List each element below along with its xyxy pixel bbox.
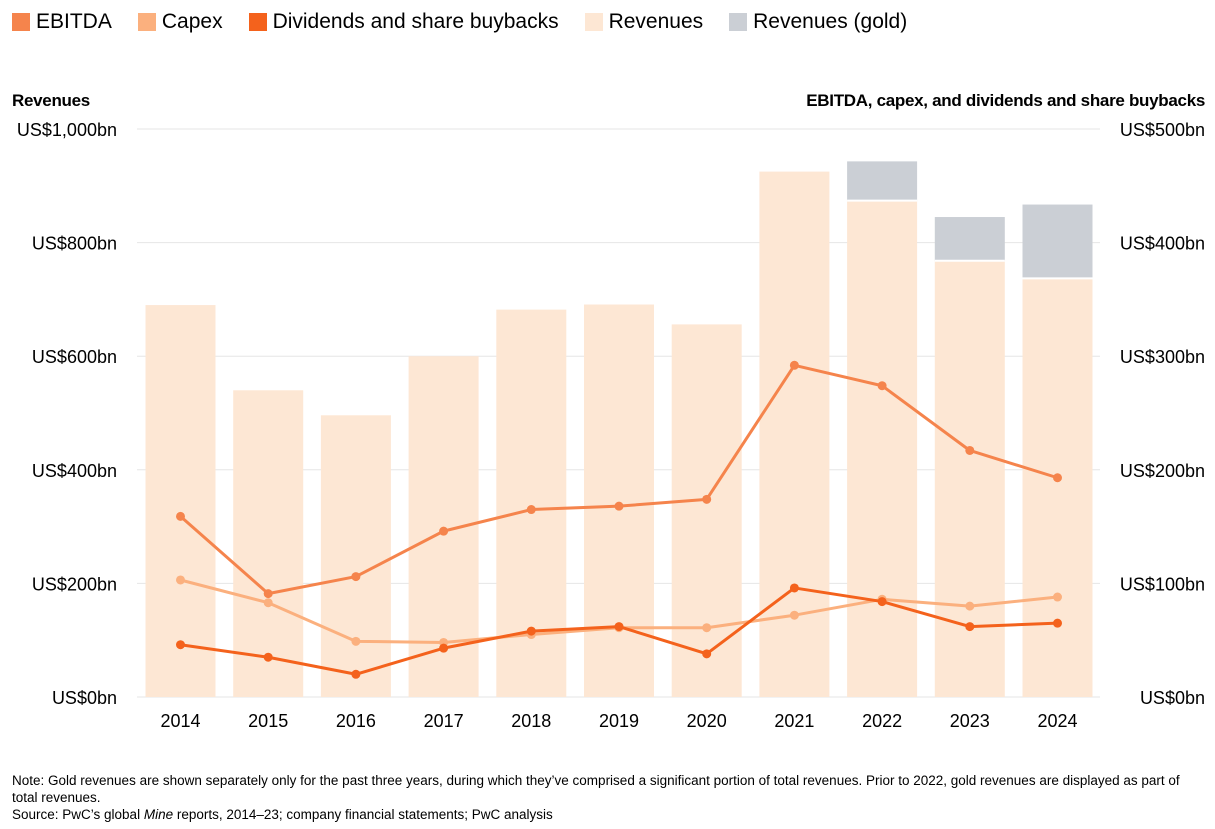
bar-revenues-2019[interactable]	[584, 304, 654, 697]
chart-plot: US$0bn US$200bn US$400bn US$600bn US$800bn US…	[17, 120, 1205, 731]
left-tick-label-5: US$1,000bn	[17, 120, 117, 140]
point-ebitda-2022[interactable]	[877, 381, 887, 391]
bar-revenues-2020[interactable]	[671, 324, 742, 697]
x-tick-label-2023: 2023	[950, 711, 990, 731]
right-tick-label-2: US$200bn	[1120, 461, 1205, 481]
point-ebitda-2024[interactable]	[1053, 473, 1062, 483]
legend: EBITDA Capex Dividends and share buyback…	[12, 10, 933, 34]
legend-item-ebitda[interactable]: EBITDA	[12, 10, 112, 34]
bar-revenues-2022[interactable]	[847, 200, 918, 697]
legend-swatch-capex	[137, 13, 156, 31]
point-capex-2023[interactable]	[965, 601, 975, 611]
point-capex-2014[interactable]	[176, 575, 185, 585]
x-tick-label-2019: 2019	[599, 711, 639, 731]
point-capex-2021[interactable]	[789, 610, 799, 620]
x-tick-label-2018: 2018	[511, 711, 551, 731]
bar-revenues-2023[interactable]	[934, 260, 1005, 697]
bar-revenues-2021[interactable]	[759, 171, 830, 698]
legend-swatch-ebitda	[12, 13, 30, 31]
point-dividends-and-share-buybacks-2023[interactable]	[965, 622, 975, 632]
point-ebitda-2019[interactable]	[614, 501, 624, 511]
left-tick-label-0: US$0bn	[52, 688, 117, 708]
point-capex-2015[interactable]	[263, 598, 273, 608]
legend-swatch-dividends	[248, 13, 267, 31]
legend-label-dividends: Dividends and share buybacks	[272, 10, 559, 33]
bar-revenues-2016[interactable]	[320, 415, 391, 697]
x-tick-label-2021: 2021	[774, 711, 814, 731]
footer-note: Note: Gold revenues are shown separately…	[12, 773, 1180, 805]
legend-label-capex: Capex	[161, 10, 223, 33]
left-axis-title: Revenues	[12, 91, 90, 110]
point-dividends-and-share-buybacks-2016[interactable]	[351, 669, 361, 679]
point-dividends-and-share-buybacks-2021[interactable]	[789, 583, 799, 593]
right-axis-title: EBITDA, capex, and dividends and share b…	[806, 91, 1205, 110]
right-tick-label-1: US$100bn	[1120, 574, 1205, 594]
footer-source-italic: Mine	[143, 807, 174, 822]
x-tick-label-2024: 2024	[1037, 711, 1077, 731]
series-lines	[176, 360, 1062, 679]
point-ebitda-2017[interactable]	[439, 526, 449, 536]
chart-footer: Note: Gold revenues are shown separately…	[12, 772, 1207, 823]
point-ebitda-2016[interactable]	[351, 572, 361, 582]
bar-revenues-gold-2023[interactable]	[934, 217, 1005, 261]
footer-source: Source: PwC’s global Mine reports, 2014–…	[12, 806, 1207, 823]
left-tick-label-4: US$800bn	[32, 234, 117, 254]
point-ebitda-2015[interactable]	[263, 589, 273, 599]
point-dividends-and-share-buybacks-2022[interactable]	[877, 597, 887, 607]
bar-revenues-gold-2024[interactable]	[1022, 204, 1093, 279]
point-dividends-and-share-buybacks-2017[interactable]	[439, 643, 449, 653]
legend-item-revenues[interactable]: Revenues	[584, 10, 704, 34]
right-axis-ticks: US$0bn US$100bn US$200bn US$300bn US$400bn US…	[1120, 120, 1205, 708]
point-dividends-and-share-buybacks-2024[interactable]	[1053, 618, 1062, 628]
legend-swatch-revenues	[584, 13, 603, 31]
legend-item-revenues-gold[interactable]: Revenues (gold)	[729, 10, 907, 34]
point-dividends-and-share-buybacks-2019[interactable]	[614, 622, 624, 632]
point-ebitda-2018[interactable]	[526, 505, 536, 515]
bar-revenues-2015[interactable]	[233, 390, 304, 697]
bar-revenues-2024[interactable]	[1022, 278, 1093, 697]
point-capex-2020[interactable]	[702, 623, 712, 633]
point-capex-2024[interactable]	[1053, 592, 1062, 602]
legend-item-capex[interactable]: Capex	[137, 10, 223, 34]
point-dividends-and-share-buybacks-2020[interactable]	[702, 649, 712, 659]
point-dividends-and-share-buybacks-2014[interactable]	[176, 640, 185, 650]
bar-revenues-gold-2022[interactable]	[847, 161, 918, 201]
point-ebitda-2020[interactable]	[702, 494, 712, 504]
legend-item-dividends[interactable]: Dividends and share buybacks	[248, 10, 559, 34]
left-tick-label-1: US$200bn	[32, 574, 117, 594]
legend-label-revenues-gold: Revenues (gold)	[753, 10, 908, 33]
legend-label-revenues: Revenues	[608, 10, 704, 33]
left-axis-ticks: US$0bn US$200bn US$400bn US$600bn US$800bn US…	[17, 120, 117, 708]
right-tick-label-4: US$400bn	[1120, 234, 1205, 254]
footer-source-prefix: Source: PwC’s global	[12, 807, 144, 822]
legend-swatch-revenues-gold	[729, 13, 748, 31]
right-tick-label-0: US$0bn	[1140, 688, 1205, 708]
x-tick-label-2015: 2015	[248, 711, 288, 731]
x-tick-label-2020: 2020	[687, 711, 727, 731]
right-tick-label-3: US$300bn	[1120, 347, 1205, 367]
x-tick-label-2016: 2016	[336, 711, 376, 731]
point-dividends-and-share-buybacks-2015[interactable]	[263, 652, 273, 662]
x-tick-label-2022: 2022	[862, 711, 902, 731]
bar-revenues-2014[interactable]	[145, 305, 216, 697]
point-ebitda-2021[interactable]	[789, 360, 799, 370]
point-ebitda-2023[interactable]	[965, 445, 975, 455]
left-tick-label-2: US$400bn	[32, 461, 117, 481]
x-tick-label-2014: 2014	[160, 711, 200, 731]
footer-source-suffix: reports, 2014–23; company financial stat…	[173, 807, 553, 822]
legend-label-ebitda: EBITDA	[36, 10, 112, 33]
right-tick-label-5: US$500bn	[1120, 120, 1205, 140]
point-capex-2016[interactable]	[351, 636, 361, 646]
bars	[145, 161, 1093, 698]
x-tick-label-2017: 2017	[424, 711, 464, 731]
point-ebitda-2014[interactable]	[176, 511, 185, 521]
left-tick-label-3: US$600bn	[32, 347, 117, 367]
point-dividends-and-share-buybacks-2018[interactable]	[526, 626, 536, 636]
x-axis-ticks: 2014 2015 2016 2017 2018 2019 2020 2021 2022 2023…	[160, 711, 1077, 731]
